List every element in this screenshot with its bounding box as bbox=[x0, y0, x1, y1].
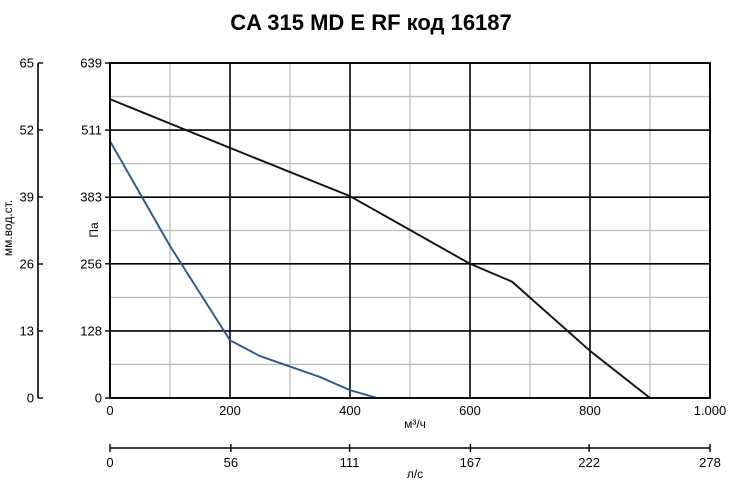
x2-tick-label: 111 bbox=[340, 455, 360, 470]
plot-frame bbox=[109, 62, 711, 399]
series-line-2 bbox=[109, 140, 378, 399]
y2-axis-label: мм.вод.ст. bbox=[1, 200, 15, 256]
y-tick-label: 0 bbox=[95, 391, 102, 406]
y-tick-label: 383 bbox=[80, 190, 102, 205]
y2-tick-label: 39 bbox=[20, 190, 34, 205]
series-layer bbox=[109, 98, 651, 399]
y-axis-label: Па bbox=[87, 222, 101, 238]
y-tick-label: 256 bbox=[80, 256, 102, 271]
axes-layer: 0 200 400 600 800 1.000 0 128 256 383 511 639 0 56 111… bbox=[20, 56, 727, 471]
y2-tick-label: 0 bbox=[27, 391, 34, 406]
x-tick-label: 600 bbox=[459, 403, 481, 418]
chart-title: CA 315 MD E RF код 16187 bbox=[230, 10, 512, 35]
x-tick-label: 400 bbox=[339, 403, 361, 418]
x2-tick-label: 278 bbox=[699, 455, 721, 470]
x-tick-label: 0 bbox=[106, 403, 113, 418]
y-tick-label: 639 bbox=[80, 56, 102, 71]
y2-tick-label: 65 bbox=[20, 56, 34, 71]
x-tick-label: 200 bbox=[219, 403, 241, 418]
y2-tick-label: 26 bbox=[20, 257, 34, 272]
x-tick-label: 800 bbox=[579, 403, 601, 418]
x2-axis-label: л/с bbox=[407, 467, 423, 481]
y2-tick-label: 52 bbox=[20, 123, 34, 138]
y2-tick-label: 13 bbox=[20, 324, 34, 339]
series-line-1 bbox=[109, 98, 651, 399]
x2-tick-label: 167 bbox=[460, 455, 482, 470]
y-tick-label: 511 bbox=[81, 123, 102, 138]
x2-tick-label: 222 bbox=[578, 455, 600, 470]
y-tick-label: 128 bbox=[80, 323, 102, 338]
x-tick-label: 1.000 bbox=[694, 403, 727, 418]
grid-minor bbox=[110, 63, 710, 398]
x2-tick-label: 0 bbox=[106, 455, 113, 470]
x2-tick-label: 56 bbox=[224, 455, 238, 470]
x-axis-label: м³/ч bbox=[404, 417, 426, 431]
